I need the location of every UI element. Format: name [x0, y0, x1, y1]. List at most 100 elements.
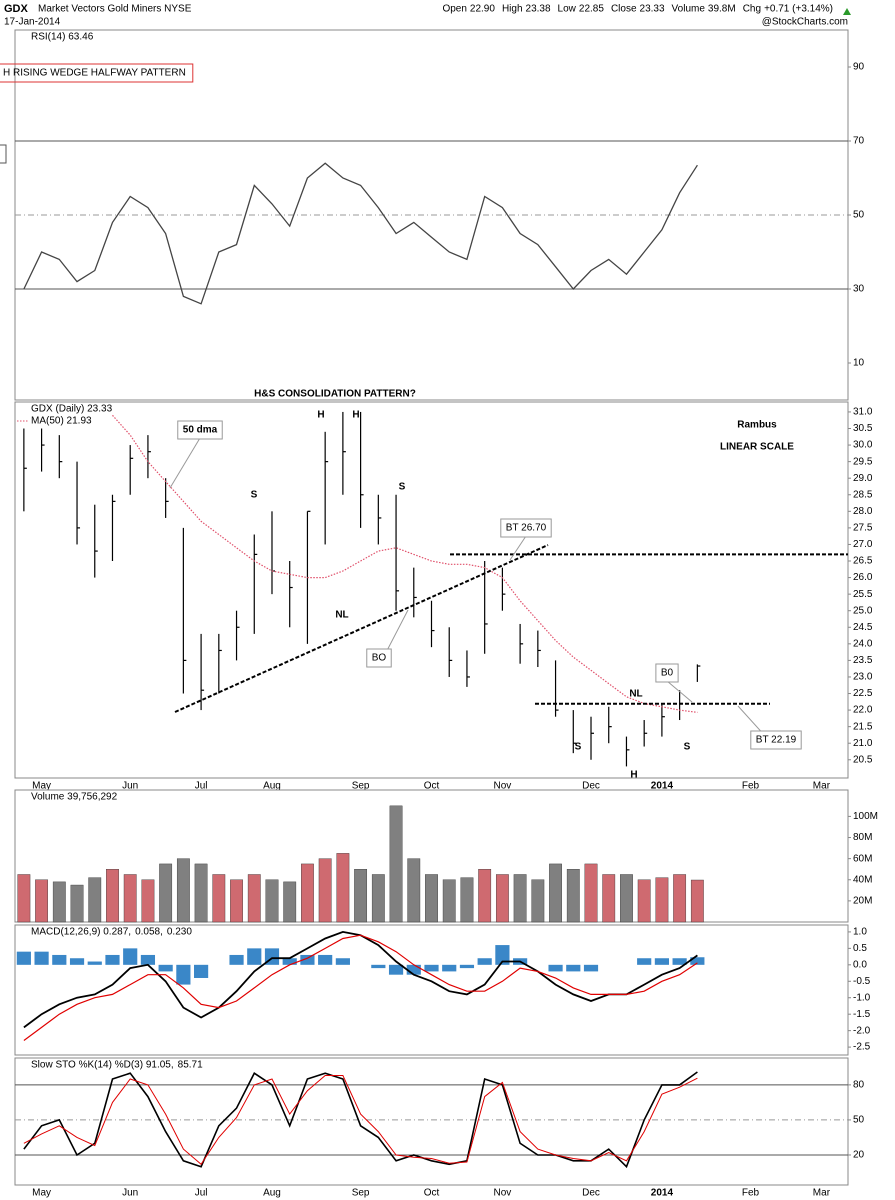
histogram-bar: [16, 951, 31, 965]
y-tick-label: -0.5: [853, 976, 871, 987]
y-tick-label: 31.0: [853, 407, 873, 418]
y-tick-label: -2.5: [853, 1042, 871, 1053]
y-tick-label: 29.0: [853, 473, 873, 484]
y-tick-label: 21.0: [853, 738, 873, 749]
x-tick-label: Jun: [122, 1188, 138, 1199]
macd-line: [23, 930, 698, 1029]
date: 17-Jan-2014: [4, 17, 61, 28]
histogram-bar: [654, 958, 669, 965]
histogram-bar: [371, 964, 386, 969]
y-tick-label: 20: [853, 1150, 865, 1161]
volume-bar: [407, 858, 421, 923]
x-tick-label: Mar: [813, 1188, 831, 1199]
y-tick-label: 28.0: [853, 506, 873, 517]
y-tick-label: 10: [853, 358, 865, 369]
callout-label: 50 dma: [183, 425, 218, 436]
volume-bar: [673, 874, 687, 923]
volume-bar: [690, 879, 704, 923]
x-tick-label: Oct: [424, 781, 440, 792]
y-tick-label: 25.5: [853, 589, 873, 600]
y-tick-label: -1.5: [853, 1009, 871, 1020]
x-tick-label: Dec: [582, 781, 600, 792]
volume-bar: [354, 869, 368, 923]
volume-bar: [513, 874, 527, 923]
volume-bar: [70, 884, 84, 923]
histogram-bar: [406, 964, 421, 975]
x-tick-label: Oct: [424, 1188, 440, 1199]
x-tick-label: Nov: [493, 1188, 511, 1199]
x-tick-label: Jun: [122, 781, 138, 792]
volume-bar: [460, 877, 474, 923]
y-tick-label: -1.0: [853, 992, 871, 1003]
volume-bar: [283, 881, 297, 923]
callout-label: B0: [661, 668, 674, 679]
series-line: [23, 1075, 698, 1166]
volume-bar: [442, 879, 456, 923]
quote-label: High: [502, 4, 523, 15]
volume-bar: [106, 869, 119, 923]
histogram-bar: [495, 945, 510, 965]
quote-label: Open: [442, 4, 466, 15]
panel-frame: [14, 1057, 849, 1186]
note-box: [0, 144, 7, 164]
y-tick-label: 29.5: [853, 456, 873, 467]
callout-box: [750, 730, 802, 750]
histogram-bar: [247, 948, 262, 965]
volume-bar: [141, 879, 155, 923]
x-tick-label: Mar: [813, 781, 831, 792]
volume-bar: [584, 863, 598, 923]
y-tick-label: -2.0: [853, 1025, 871, 1036]
histogram-bar: [690, 957, 705, 965]
callout-label: BO: [372, 653, 387, 664]
y-tick-label: 26.5: [853, 556, 873, 567]
y-tick-label: 22.5: [853, 688, 873, 699]
x-tick-label: Feb: [742, 781, 760, 792]
panel-frame: [14, 401, 849, 779]
histogram-bar: [548, 964, 563, 972]
histogram-bar: [34, 951, 49, 965]
volume-bar: [637, 879, 651, 923]
callout-pointer: [509, 535, 527, 561]
quote-label: Low: [558, 4, 577, 15]
callout-pointer: [666, 680, 693, 703]
y-tick-label: 23.5: [853, 655, 873, 666]
quote-value: 23.38: [526, 4, 551, 15]
pattern-label: S: [575, 742, 582, 753]
volume-bar: [531, 879, 545, 923]
security-name: Market Vectors Gold Miners NYSE: [38, 4, 192, 15]
histogram-bar: [229, 954, 244, 965]
pattern-label: S: [399, 482, 406, 493]
x-tick-label: Nov: [493, 781, 511, 792]
y-tick-label: 20M: [853, 896, 872, 907]
histogram-bar: [140, 954, 156, 965]
quote-value: +0.71 (+3.14%): [764, 4, 833, 15]
histogram-bar: [583, 964, 599, 972]
histogram-bar: [335, 958, 350, 965]
legend-entry: 0.058,: [135, 927, 163, 938]
legend-entry: Slow STO %K(14) %D(3) 91.05,: [31, 1060, 174, 1071]
pattern-label: H: [352, 410, 359, 421]
x-tick-label: Aug: [263, 781, 281, 792]
quote-label: Chg: [743, 4, 761, 15]
volume-bar: [194, 863, 208, 923]
histogram-bar: [87, 961, 102, 965]
histogram-bar: [459, 964, 475, 969]
histogram-bar: [637, 958, 652, 965]
quote-value: 22.85: [579, 4, 604, 15]
histogram-bar: [442, 964, 457, 972]
volume-bar: [655, 877, 669, 923]
y-tick-label: 21.5: [853, 721, 873, 732]
y-tick-label: 30: [853, 284, 865, 295]
histogram-bar: [282, 958, 297, 965]
y-tick-label: 90: [853, 62, 865, 73]
histogram-bar: [105, 954, 120, 965]
volume-bar: [17, 874, 31, 923]
x-tick-label: Jul: [195, 1188, 208, 1199]
pattern-label: H: [630, 770, 637, 781]
y-tick-label: 30.5: [853, 423, 873, 434]
volume-bar: [88, 877, 102, 923]
callout-box: [500, 518, 552, 538]
note-box: [0, 63, 194, 83]
y-tick-label: 0.5: [853, 943, 867, 954]
y-tick-label: 80M: [853, 832, 872, 843]
